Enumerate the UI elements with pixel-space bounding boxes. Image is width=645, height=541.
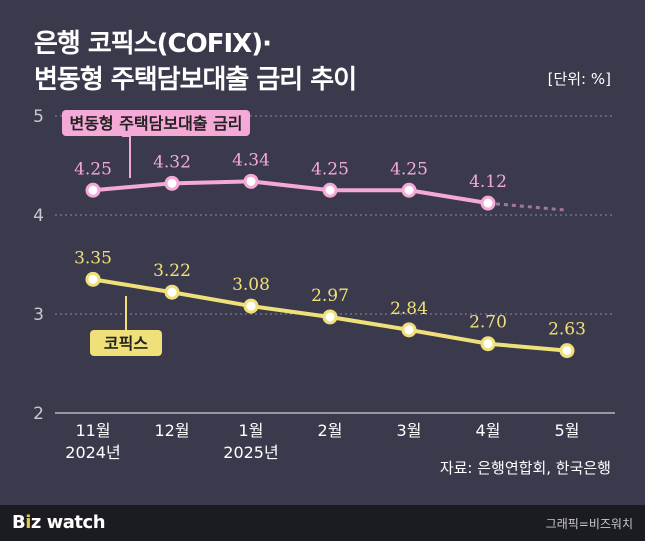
data-label-cofix: 3.22 xyxy=(153,261,191,281)
data-point-cofix xyxy=(164,284,180,300)
x-tick-label: 2월 xyxy=(318,421,343,440)
data-point-cofix xyxy=(559,343,575,359)
series-trend-dash-mortgage xyxy=(487,201,568,212)
series-callout-label-mortgage: 변동형 주택담보대출 금리 xyxy=(69,114,242,133)
data-label-cofix: 2.63 xyxy=(548,320,586,340)
x-tick-label: 3월 xyxy=(397,421,422,440)
line-chart: 2 3 4 5 11월 2024년 12월 1월 2025년 2월 3월 4월 5월 4.25 4.32 4.… xyxy=(33,107,615,462)
data-label-mortgage: 4.25 xyxy=(74,159,112,179)
data-point-mortgage xyxy=(164,175,180,191)
data-label-cofix: 3.35 xyxy=(74,248,112,268)
x-tick-label: 4월 xyxy=(476,421,501,440)
data-point-mortgage xyxy=(322,182,338,198)
data-label-mortgage: 4.25 xyxy=(390,159,428,179)
bizwatch-logo: Biz watch xyxy=(12,512,106,533)
x-tick-label: 12월 xyxy=(154,421,189,440)
data-point-cofix xyxy=(322,309,338,325)
data-label-cofix: 2.84 xyxy=(390,299,428,319)
x-tick-label: 11월 xyxy=(75,421,110,440)
data-label-mortgage: 4.12 xyxy=(469,172,507,192)
data-point-cofix xyxy=(401,322,417,338)
source-label: 자료: 은행연합회, 한국은행 xyxy=(439,459,611,477)
data-point-mortgage xyxy=(85,182,101,198)
title-line-1: 은행 코픽스(COFIX)· xyxy=(34,29,272,59)
data-label-cofix: 2.97 xyxy=(311,286,349,306)
y-tick-label: 3 xyxy=(33,305,44,325)
data-label-cofix: 3.08 xyxy=(232,275,270,295)
series-callout-pointer-mortgage xyxy=(122,135,131,178)
y-tick-label: 2 xyxy=(33,404,44,424)
graphic-credit: 그래픽=비즈워치 xyxy=(545,517,633,531)
x-tick-sublabel: 2025년 xyxy=(223,443,278,462)
data-label-mortgage: 4.34 xyxy=(232,150,270,170)
data-label-mortgage: 4.32 xyxy=(153,152,191,172)
data-point-mortgage xyxy=(480,195,496,211)
series-callout-box-mortgage xyxy=(62,110,250,136)
data-point-cofix xyxy=(243,298,259,314)
y-tick-label: 5 xyxy=(33,107,44,127)
chart-title: 은행 코픽스(COFIX)· 변동형 주택담보대출 금리 추이 xyxy=(34,26,357,98)
data-label-cofix: 2.70 xyxy=(469,313,507,333)
data-point-cofix xyxy=(480,336,496,352)
data-label-mortgage: 4.25 xyxy=(311,159,349,179)
x-tick-sublabel: 2024년 xyxy=(65,443,120,462)
x-tick-label: 5월 xyxy=(555,421,580,440)
series-line-mortgage xyxy=(91,179,490,206)
series-callout-label-cofix: 코픽스 xyxy=(104,334,148,353)
title-line-2: 변동형 주택담보대출 금리 추이 xyxy=(34,65,357,95)
data-point-cofix xyxy=(85,271,101,287)
series-callout-box-cofix xyxy=(90,330,162,356)
x-tick-label: 1월 xyxy=(239,421,264,440)
data-point-mortgage xyxy=(401,182,417,198)
footer-bar: Biz watch 그래픽=비즈워치 xyxy=(0,505,645,541)
y-tick-label: 4 xyxy=(33,206,44,226)
data-point-mortgage xyxy=(243,173,259,189)
unit-label: [단위: %] xyxy=(547,70,611,88)
